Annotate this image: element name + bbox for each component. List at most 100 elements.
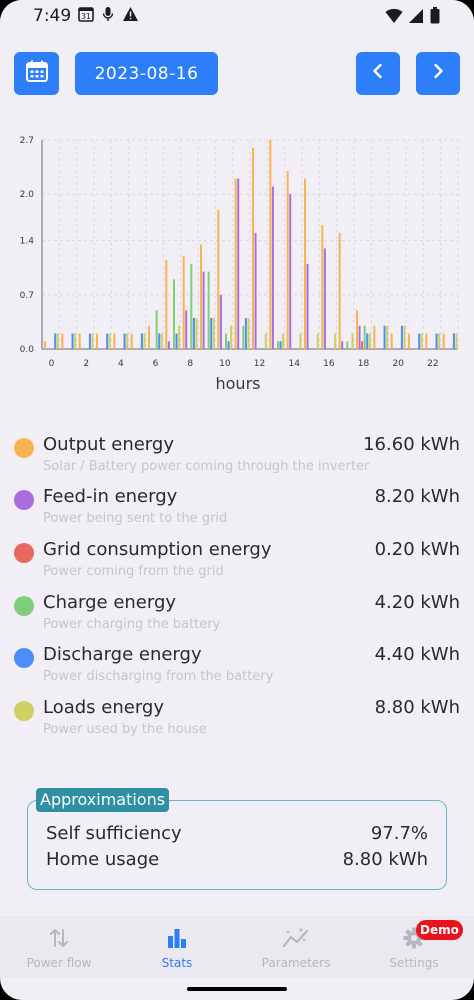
chart-grid [41,139,459,350]
x-tick-label: 12 [254,359,265,369]
bar-loads-energy-h23 [455,333,458,349]
power-flow-icon [0,926,118,952]
previous-day-button[interactable] [356,52,400,95]
calendar-notification-icon: 31 [78,6,94,27]
nav-label: Settings [389,956,439,970]
bar-discharge-energy-h4 [123,333,126,349]
bar-loads-energy-h15 [316,333,319,349]
nav-stats[interactable]: Stats [118,916,236,978]
chart-ticks: 0.0 0.7 1.4 2.0 2.7 0 2 4 6 8 10 12 14 16 18 20 22 [20,136,439,369]
bar-output-energy-h2 [78,333,81,349]
chevron-right-icon [431,63,445,84]
calendar-notification-day: 31 [81,12,91,21]
bar-charge-energy-h8 [190,263,193,349]
legend-item-output: Output energy Solar / Battery power comi… [0,430,474,482]
bar-output-energy-h3 [96,333,98,349]
y-tick-label: 0.7 [20,291,34,301]
bar-output-energy-h9 [200,244,202,349]
bar-output-energy-h7 [165,259,168,349]
bar-discharge-energy-h21 [418,333,421,349]
legend-subtitle: Power discharging from the battery [43,669,274,684]
x-tick-label: 18 [358,359,370,369]
bar-discharge-energy-h6 [158,333,161,349]
bar-charge-energy-h17 [346,341,349,349]
legend-item-grid-consumption: Grid consumption energy Power coming fro… [0,535,474,587]
bar-output-energy-h4 [113,333,116,349]
self-sufficiency-value: 97.7% [370,823,428,844]
bar-loads-energy-h16 [334,333,337,349]
chart-x-axis-label: hours [216,374,261,393]
bar-charge-energy-h9 [207,271,210,349]
bar-output-energy-h13 [269,140,272,349]
bar-charge-energy-h13 [277,341,279,349]
bar-loads-energy-h5 [143,333,146,349]
bar-feed-in-energy-h11 [237,178,240,349]
legend-title: Charge energy [43,592,177,613]
bar-output-energy-h22 [425,333,428,349]
bar-loads-energy-h11 [247,318,250,349]
bar-feed-in-energy-h8 [185,310,188,349]
self-sufficiency-row: Self sufficiency 97.7% [46,823,428,844]
legend-value: 16.60 kWh [363,434,460,455]
grid-consumption-color-dot [14,543,34,563]
legend-title: Discharge energy [43,644,202,665]
bar-discharge-energy-h2 [88,333,91,349]
legend-item-loads: Loads energy Power used by the house 8.8… [0,693,474,745]
bar-output-energy-h6 [148,325,150,349]
y-tick-label: 1.4 [20,237,35,247]
status-bar: 7:49 31 [0,0,474,32]
bar-loads-energy-h13 [282,333,285,349]
bar-output-energy-h10 [217,209,220,349]
legend-item-charge: Charge energy Power charging the battery… [0,588,474,640]
bar-loads-energy-h12 [264,333,267,349]
legend-value: 0.20 kWh [374,539,460,560]
bar-feed-in-energy-h15 [306,263,309,349]
bar-output-energy-h19 [373,325,376,349]
legend-title: Loads energy [43,697,164,718]
next-day-button[interactable] [416,52,460,95]
nav-label: Stats [161,956,193,970]
approximations-title: Approximations [36,788,170,812]
x-tick-label: 22 [427,359,438,369]
bar-feed-in-energy-h16 [323,248,326,349]
discharge-color-dot [14,648,34,668]
calendar-button[interactable] [14,52,59,95]
charge-color-dot [14,596,34,616]
bar-feed-in-energy-h17 [341,341,344,349]
bar-output-energy-h14 [286,170,289,349]
wifi-icon [385,8,403,29]
bar-charge-energy-h7 [173,279,175,349]
status-icons-left: 31 [78,6,139,27]
bar-output-energy-h16 [321,225,324,349]
bar-discharge-energy-h3 [106,333,109,349]
bar-feed-in-energy-h14 [289,194,292,349]
x-tick-label: 16 [323,359,335,369]
microphone-icon [102,6,114,27]
bar-feed-in-energy-h9 [202,271,205,349]
bottom-navigation: Power flow Stats Parameters Settings [0,916,474,978]
bar-loads-energy-h14 [299,333,302,349]
nav-power-flow[interactable]: Power flow [0,916,118,978]
bar-discharge-energy-h13 [279,341,282,349]
bar-discharge-energy-h11 [244,318,247,349]
output-color-dot [14,438,34,458]
bar-output-energy-h11 [234,178,237,349]
home-indicator[interactable] [187,987,287,991]
legend-subtitle: Solar / Battery power coming through the… [43,459,370,474]
bar-feed-in-energy-h10 [219,294,222,349]
status-time: 7:49 [33,6,72,26]
x-tick-label: 14 [288,359,300,369]
legend-value: 4.40 kWh [374,644,460,665]
bar-loads-energy-h22 [438,333,441,349]
bar-loads-energy-h6 [160,333,163,349]
energy-bar-chart: 0.0 0.7 1.4 2.0 2.7 0 2 4 6 8 10 12 14 16 18 20 22 hours [20,136,459,393]
bar-output-energy-h12 [252,147,254,349]
legend-item-discharge: Discharge energy Power discharging from … [0,640,474,692]
bar-output-energy-h18 [356,310,358,349]
date-button[interactable]: 2023-08-16 [75,52,218,95]
self-sufficiency-label: Self sufficiency [46,823,182,844]
bar-loads-energy-h4 [126,333,129,349]
bar-output-energy-h21 [408,333,410,349]
nav-parameters[interactable]: Parameters [237,916,355,978]
